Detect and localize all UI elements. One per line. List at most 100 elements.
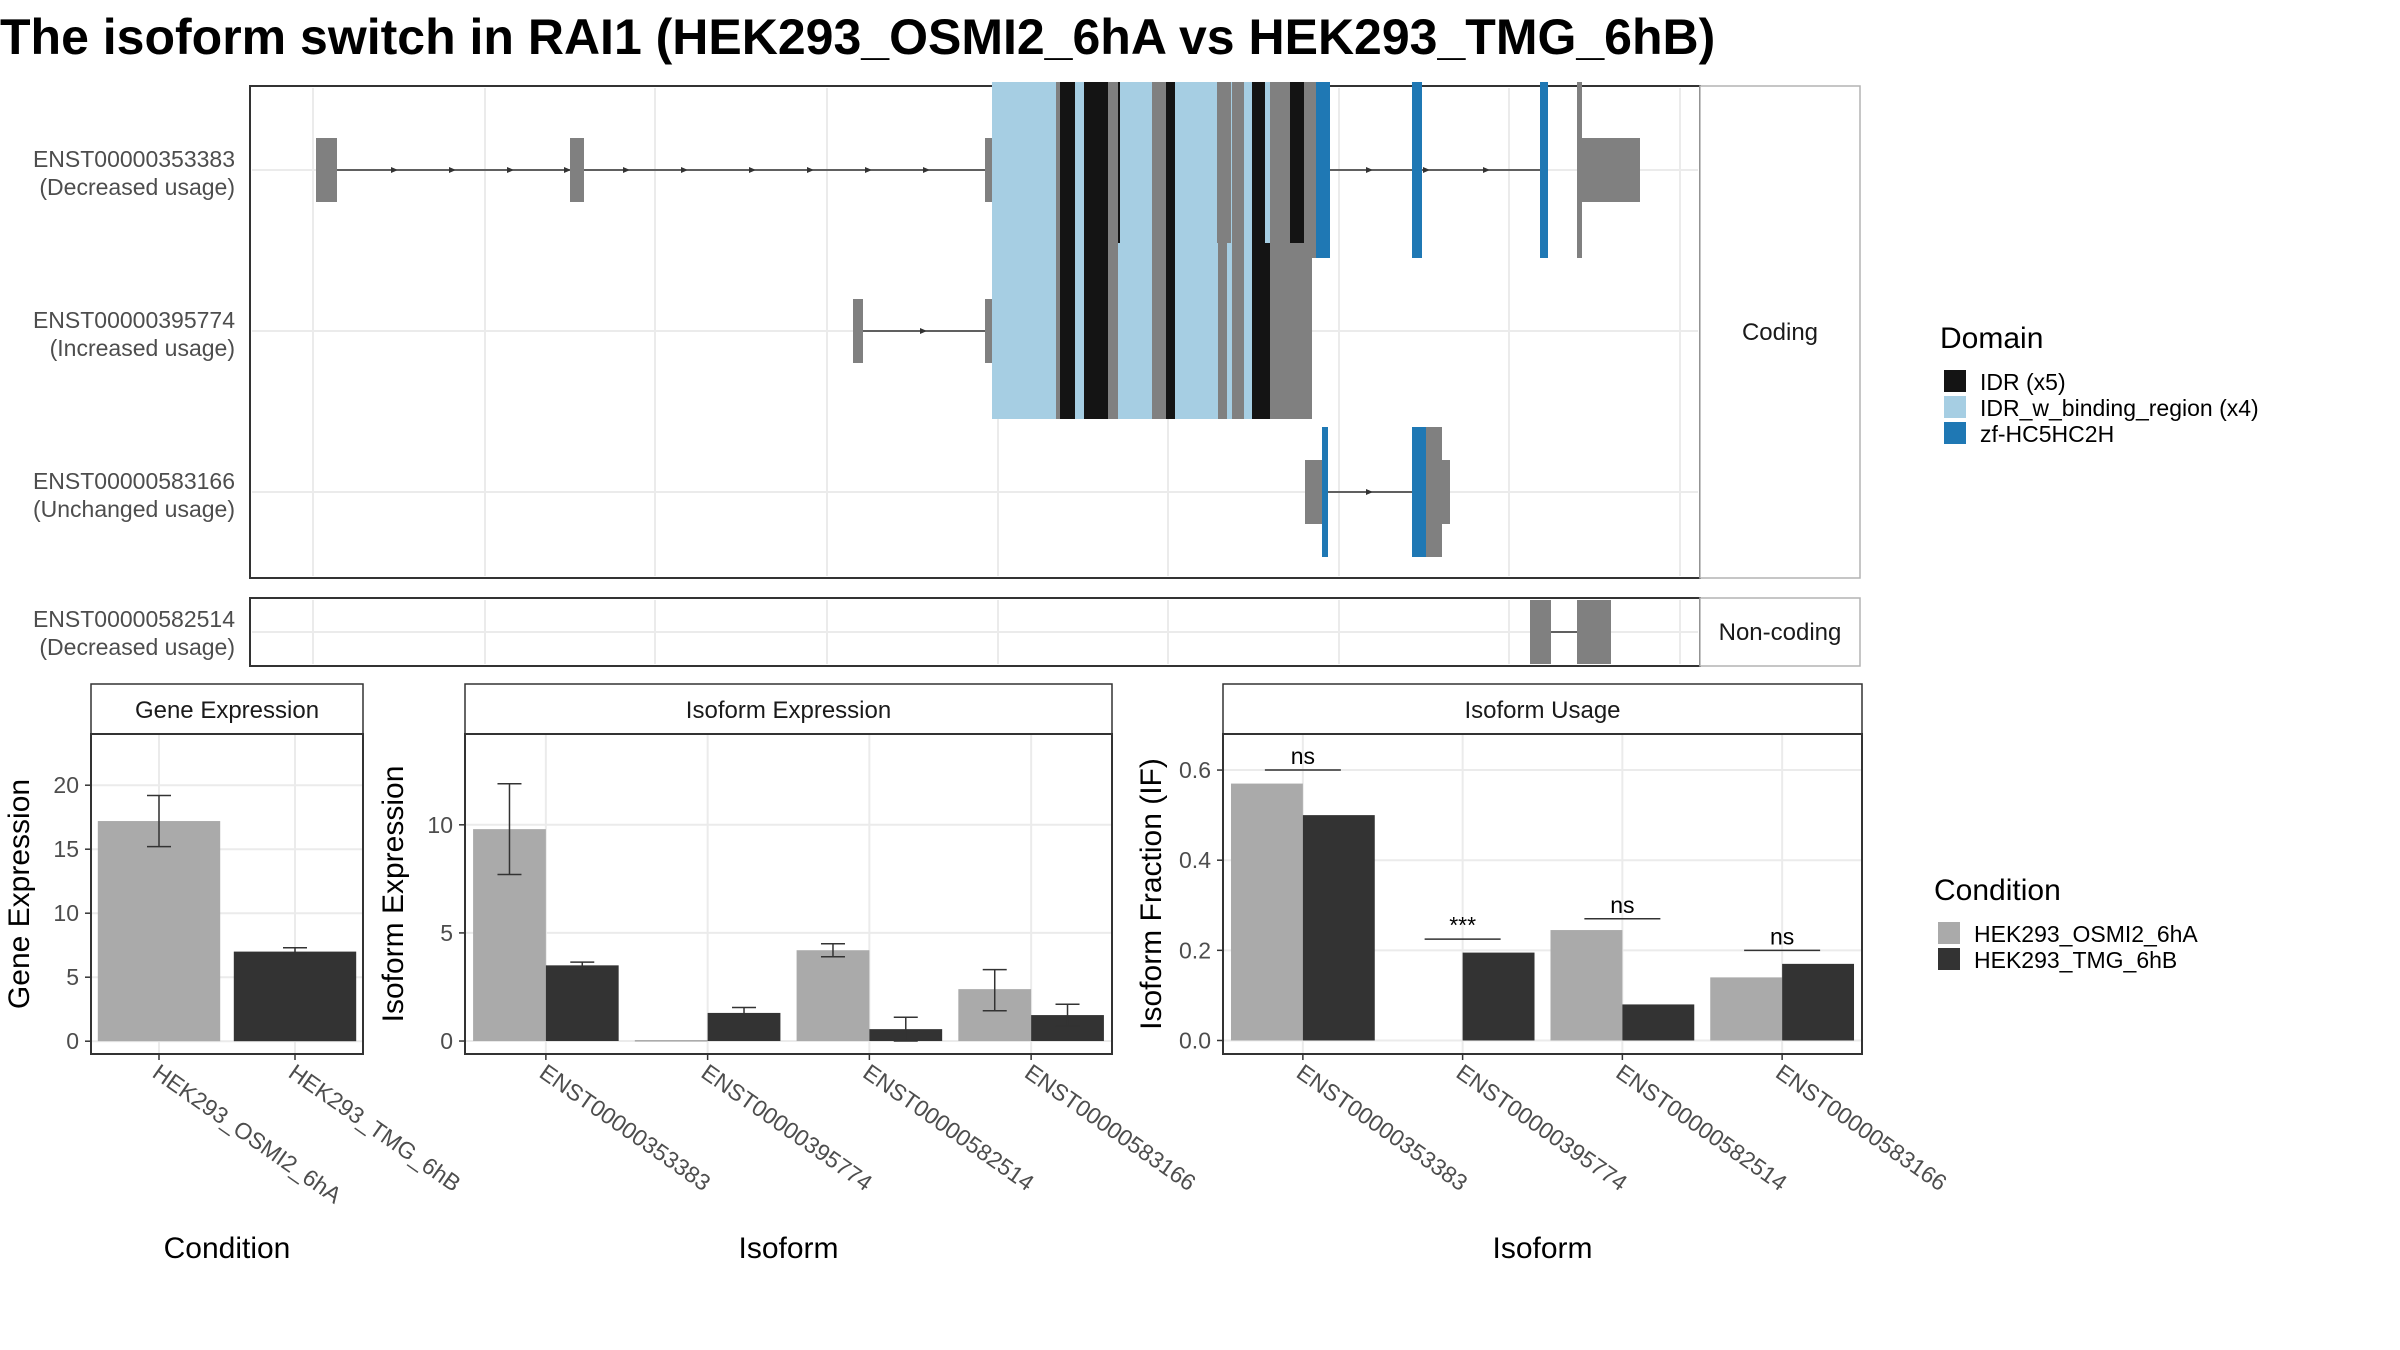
panel-strip [90,683,364,735]
bar [1230,783,1303,1041]
y-tick-label: 5 [440,920,453,946]
x-tick-label: ENST00000353383 [1292,1059,1472,1196]
bar [634,1040,708,1042]
bar [1550,930,1623,1041]
bar [233,951,357,1042]
transcript-label-id: ENST00000583166 [33,468,235,494]
domain-idr [1118,82,1120,258]
bar [1462,952,1535,1041]
intron-arrow [1423,167,1430,173]
y-tick-label: 0.0 [1179,1027,1211,1053]
intron-arrow [749,167,756,173]
utr-exon [316,138,337,202]
transcript-structure-marks [252,82,1698,664]
domain-idr [1098,82,1108,258]
condition-legend-title: Condition [1934,874,2061,907]
domain-idr [1252,243,1270,419]
panel-strip-label: Gene Expression [135,697,319,724]
x-tick-label: ENST00000395774 [697,1059,878,1196]
legend-key-zf [1944,422,1966,444]
utr-exon [1442,460,1450,524]
transcript-structure-plot: Coding Non-coding ENST00000353383 (Decre… [33,82,1861,667]
condition-legend: Condition HEK293_OSMI2_6hA HEK293_TMG_6h… [1934,874,2198,973]
panel-strip-label: Isoform Expression [686,697,891,724]
legend-label-cond-b: HEK293_TMG_6hB [1974,947,2177,973]
coding-exon [1218,243,1227,419]
domain-idr [1084,243,1098,419]
utr-exon [570,138,584,202]
y-axis-label: Isoform Fraction (IF) [1135,758,1168,1030]
legend-label-zf: zf-HC5HC2H [1980,421,2114,447]
coding-exon [1152,243,1166,419]
domain-idr [1060,243,1075,419]
intron-arrow [449,167,456,173]
bar [1710,977,1783,1041]
noncoding-exon [1577,600,1611,664]
bar [796,950,870,1042]
transcript-label-id: ENST00000353383 [33,146,235,172]
x-tick-label: ENST00000582514 [859,1059,1040,1196]
transcript-label-usage: (Increased usage) [50,335,235,361]
intron-arrow [807,167,814,173]
domain-idr [1166,82,1175,258]
significance-label: ns [1610,892,1634,918]
domain-idr [1166,243,1175,419]
domain-idr [1060,82,1075,258]
figure-title: The isoform switch in RAI1 (HEK293_OSMI2… [0,9,1715,65]
x-tick-label: ENST00000353383 [535,1059,715,1196]
y-tick-label: 15 [53,836,79,862]
legend-label-idr: IDR (x5) [1980,369,2066,395]
transcript-label-usage: (Decreased usage) [39,174,235,200]
coding-exon [1270,243,1300,419]
transcript-label-usage: (Decreased usage) [39,634,235,660]
domain-zf [1412,82,1422,258]
domain-idr [1252,82,1265,258]
utr-exon [985,299,992,363]
domain-idr-binding [992,243,1300,419]
y-tick-label: 20 [53,772,79,798]
x-tick-label: ENST00000395774 [1452,1059,1633,1196]
coding-exon [1270,82,1290,258]
y-tick-label: 10 [427,812,453,838]
utr-exon [985,138,992,202]
panel-strip [464,683,1113,735]
domain-idr [1084,82,1098,258]
x-tick-label: ENST00000583166 [1771,1059,1951,1196]
bar [1782,963,1855,1041]
bar [545,965,619,1042]
utr-exon [853,299,863,363]
intron-arrow [1366,167,1373,173]
domain-legend-title: Domain [1940,322,2043,355]
y-tick-label: 0.6 [1179,757,1211,783]
intron-arrow [920,328,927,334]
legend-label-idr-binding: IDR_w_binding_region (x4) [1980,395,2259,421]
intron-arrow [391,167,398,173]
intron-arrow [681,167,688,173]
coding-exon [1232,243,1244,419]
intron-arrow [623,167,630,173]
panel-border [464,733,1113,1055]
isoform-expression-chart: Isoform Expression 0 5 10 Isoform Expression… [377,683,1201,1265]
x-axis-label: Isoform [1492,1232,1592,1265]
y-tick-label: 0 [66,1028,79,1054]
coding-strip [1699,85,1861,579]
transcript-label-usage: (Unchanged usage) [33,496,235,522]
panel-border [1222,733,1863,1055]
y-axis-label: Isoform Expression [377,766,410,1023]
legend-key-cond-a [1938,922,1960,944]
noncoding-strip [1699,597,1861,667]
bar [1302,815,1375,1041]
y-tick-label: 0 [440,1028,453,1054]
coding-exon [1300,243,1305,419]
isoform-usage-chart: Isoform Usage 0.0 0.2 0.4 0.6 Isoform Fractio… [1135,683,1952,1265]
intron-arrow [564,167,571,173]
coding-exon [1152,82,1166,258]
x-tick-label: ENST00000583166 [1020,1059,1200,1196]
legend-key-idr-binding [1944,396,1966,418]
panel-strip-label: Isoform Usage [1464,697,1620,724]
coding-exon [1426,427,1442,557]
coding-exon [1108,243,1118,419]
significance-label: ns [1291,743,1315,769]
coding-strip-label: Coding [1742,319,1818,346]
